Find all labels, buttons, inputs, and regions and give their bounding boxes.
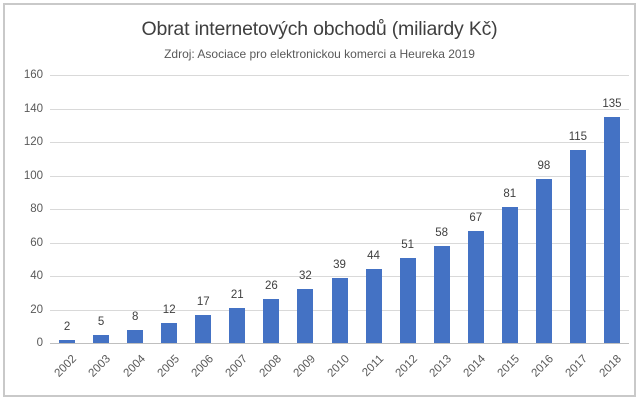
bar-2015 (501, 207, 518, 343)
x-tick-label: 2008 (257, 353, 284, 380)
x-tick-label: 2007 (223, 353, 250, 380)
x-tick-label: 2010 (325, 353, 352, 380)
bar-2008 (263, 299, 280, 343)
bar-2018 (603, 116, 620, 343)
bar-2017 (569, 150, 586, 343)
chart-title: Obrat internetových obchodů (miliardy Kč… (141, 18, 498, 40)
bar-value-label: 2 (63, 320, 71, 333)
bar-value-label: 21 (230, 288, 244, 301)
x-tick-label: 2014 (461, 353, 489, 380)
x-tick-label: 2004 (121, 353, 148, 380)
bar-2002 (59, 339, 76, 343)
bar-2013 (433, 245, 450, 343)
x-tick-label: 2013 (427, 353, 455, 380)
y-tick-label: 160 (23, 69, 43, 81)
bar-value-label: 5 (97, 315, 105, 328)
y-tick-label: 20 (30, 303, 43, 316)
bar-2005 (161, 322, 178, 343)
y-tick-label: 100 (23, 169, 43, 182)
x-tick-label: 2011 (360, 353, 387, 379)
x-tick-label: 2015 (495, 353, 523, 380)
bar-2007 (229, 307, 246, 343)
bar-2012 (399, 257, 416, 343)
gridline (50, 242, 629, 244)
bar-value-label: 39 (333, 258, 346, 271)
x-axis-line (50, 343, 629, 344)
bar-value-label: 135 (602, 97, 622, 110)
x-tick-label: 2016 (529, 353, 557, 380)
x-tick-label: 2017 (563, 353, 591, 380)
bar-value-label: 26 (264, 280, 278, 293)
bar-2010 (331, 277, 348, 343)
gridline (50, 209, 629, 210)
bar-2014 (467, 230, 484, 343)
y-tick-label: 40 (30, 270, 43, 282)
y-tick-label: 80 (30, 203, 43, 215)
gridline (50, 142, 629, 143)
gridline (50, 75, 629, 76)
x-tick-label: 2009 (291, 353, 318, 380)
gridline (50, 276, 629, 277)
bar-value-label: 81 (503, 188, 517, 201)
bar-2004 (127, 329, 144, 343)
x-tick-label: 2002 (52, 353, 80, 380)
bar-value-label: 17 (196, 295, 210, 308)
bar-value-label: 98 (537, 159, 551, 172)
chart-frame: Obrat internetových obchodů (miliardy Kč… (3, 3, 636, 397)
x-tick-label: 2012 (393, 353, 421, 380)
bar-2003 (93, 334, 110, 343)
bar-value-label: 67 (469, 211, 483, 224)
bar-2006 (195, 314, 212, 343)
chart-subtitle: Zdroj: Asociace pro elektronickou komerc… (164, 47, 475, 61)
x-tick-label: 2003 (86, 353, 114, 380)
plot-area: 0 20 40 60 80 100 120 140 160 2 2002 5 2003 8 2004 12 20… (5, 5, 634, 395)
bar-value-label: 58 (435, 226, 449, 239)
x-tick-label: 2006 (189, 353, 216, 380)
y-tick-label: 140 (23, 102, 43, 115)
bar-value-label: 12 (162, 303, 176, 316)
gridline (50, 108, 629, 110)
y-tick-label: 120 (23, 136, 43, 148)
x-tick-label: 2018 (597, 353, 625, 380)
bar-2011 (365, 269, 382, 343)
bar-2009 (297, 289, 314, 343)
bar-value-label: 51 (401, 238, 415, 251)
y-tick-label: 0 (36, 337, 43, 349)
bar-value-label: 44 (367, 250, 380, 263)
bar-2016 (535, 178, 552, 343)
gridline (50, 175, 629, 177)
y-tick-label: 60 (30, 236, 43, 249)
x-tick-label: 2005 (155, 353, 182, 380)
bar-value-label: 32 (299, 270, 312, 283)
bar-value-label: 8 (131, 310, 139, 323)
bar-value-label: 115 (568, 131, 588, 144)
